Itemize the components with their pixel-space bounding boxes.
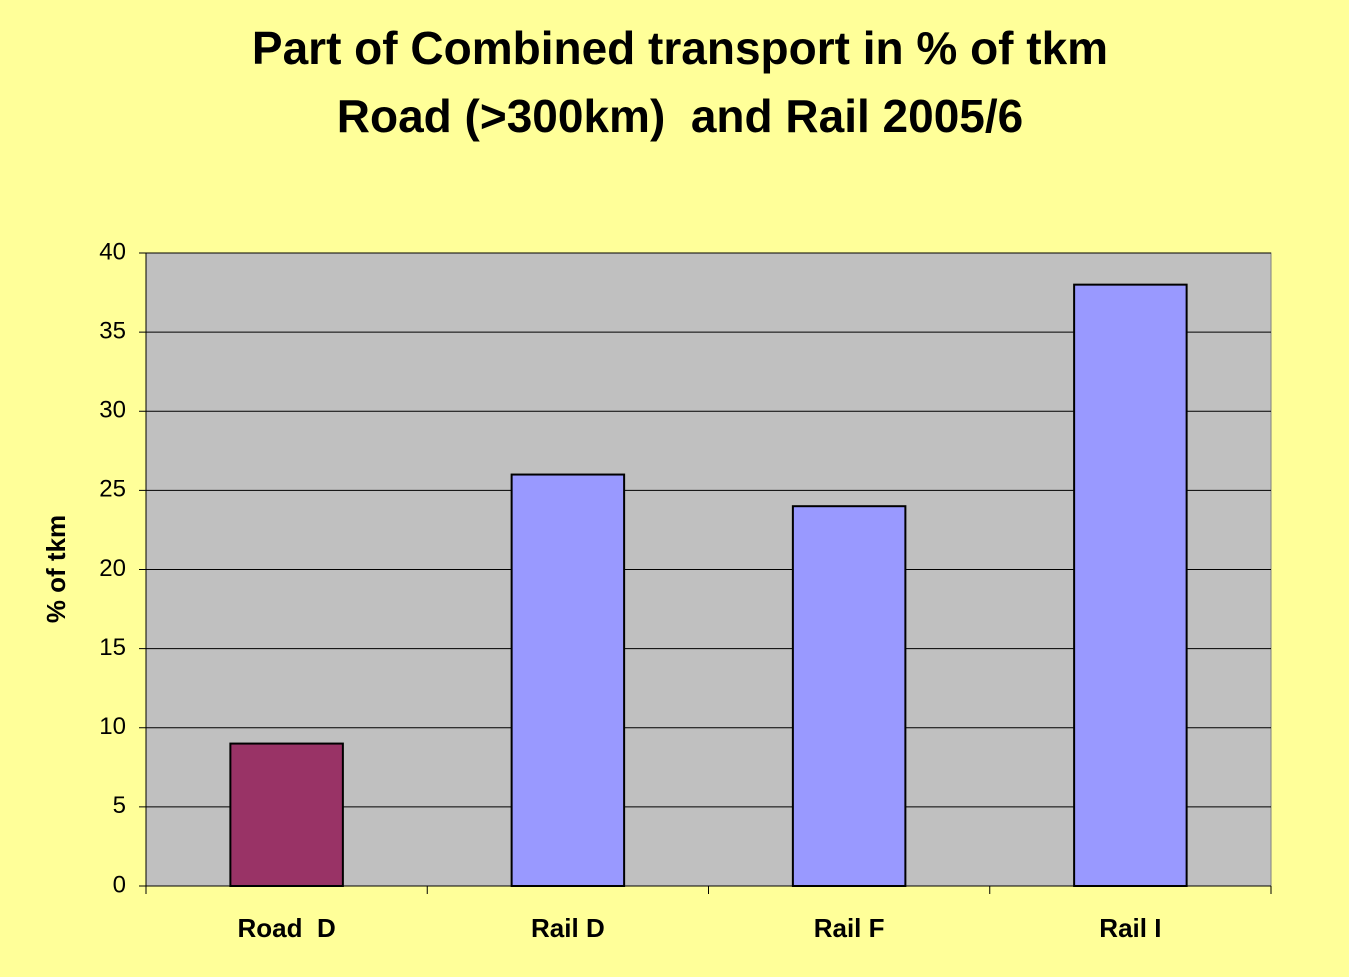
- y-tick-label: 40: [99, 238, 126, 265]
- y-tick-label: 35: [99, 317, 126, 344]
- chart-title: Part of Combined transport in % of tkm: [252, 22, 1108, 74]
- bar: [1073, 283, 1188, 887]
- y-tick-label: 20: [99, 555, 126, 582]
- y-tick-label: 10: [99, 713, 126, 740]
- y-tick-label: 5: [113, 792, 126, 819]
- bar: [229, 742, 344, 888]
- bar: [510, 473, 626, 887]
- bar: [791, 505, 907, 887]
- y-tick-label: 0: [113, 871, 126, 898]
- y-tick-label: 25: [99, 476, 126, 503]
- x-tick-label: Rail F: [814, 913, 885, 943]
- y-tick-label: 30: [99, 397, 126, 424]
- x-tick-label: Rail D: [531, 913, 605, 943]
- chart-subtitle: Road (>300km) and Rail 2005/6: [337, 90, 1023, 142]
- y-axis-label: % of tkm: [41, 515, 71, 623]
- x-tick-label: Road D: [238, 913, 336, 943]
- x-tick-label: Rail I: [1099, 913, 1161, 943]
- y-tick-label: 15: [99, 634, 126, 661]
